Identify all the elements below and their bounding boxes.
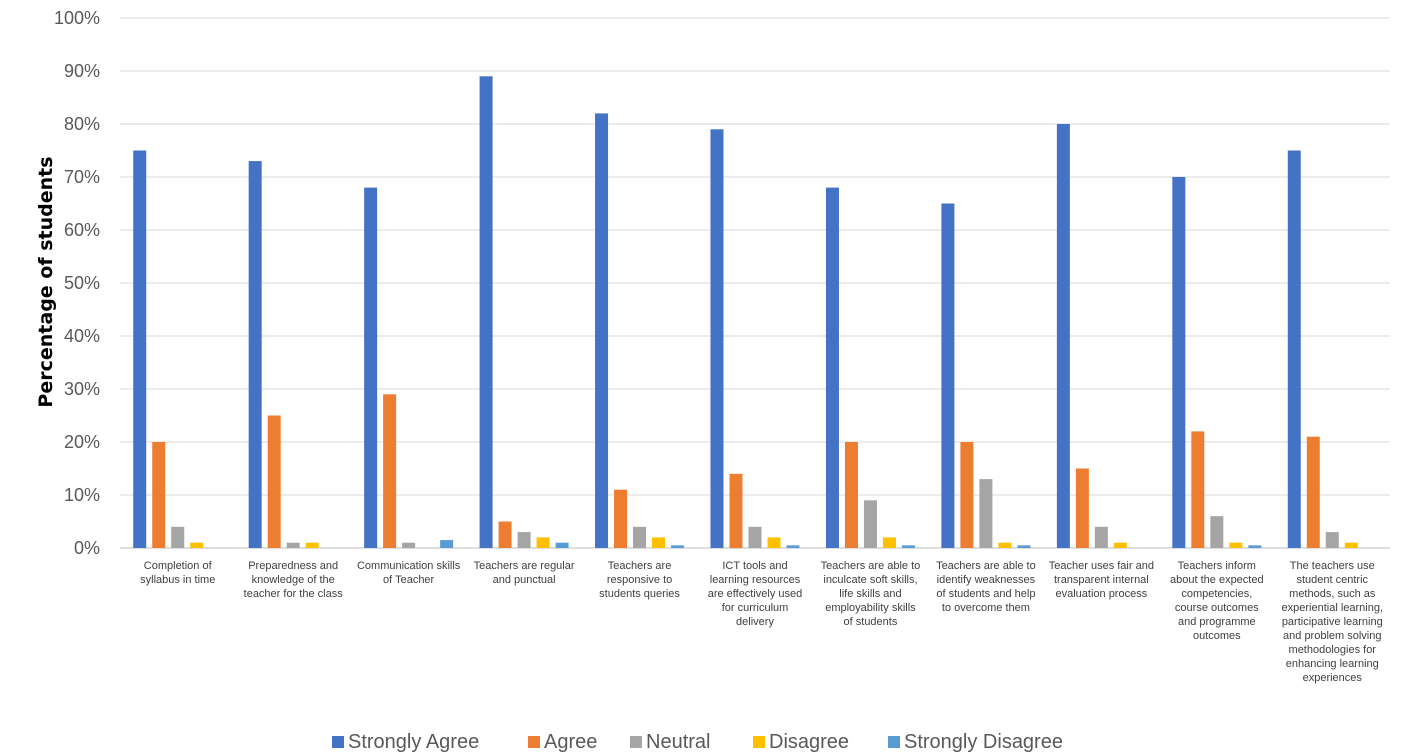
bar-disagree <box>1229 542 1243 548</box>
x-tick-label: The teachers use student centric methods, … <box>1282 560 1384 684</box>
bar-neutral <box>863 500 877 548</box>
bar-agree <box>383 394 397 548</box>
bar-neutral <box>1325 532 1339 548</box>
bar-strongly-disagree <box>440 540 454 548</box>
legend-label: Strongly Disagree <box>904 731 1063 753</box>
x-axis-labels: Completion of syllabus in time Preparednes… <box>140 560 1383 684</box>
bar-strongly-agree <box>133 150 147 548</box>
legend-swatch <box>332 736 344 748</box>
bar-agree <box>844 442 858 548</box>
bar-strongly-agree <box>364 187 378 548</box>
bar-neutral <box>633 526 647 548</box>
legend-label: Disagree <box>769 731 849 753</box>
y-tick-label: 50% <box>64 273 100 293</box>
legend-swatch <box>888 736 900 748</box>
x-tick-label: Teachers are able to inculcate soft skill… <box>821 560 921 628</box>
bar-strongly-disagree <box>1248 545 1262 548</box>
bar-strongly-disagree <box>1017 545 1031 548</box>
y-axis-ticks: 0% 10% 20% 30% 40% 50% 60% 70% 80% 90% 100% <box>54 8 100 558</box>
legend-swatch <box>528 736 540 748</box>
x-tick-label: Teachers are able to identify weaknesses o… <box>936 560 1036 614</box>
bar-strongly-disagree <box>555 542 569 548</box>
x-tick-label: Teachers inform about the expected compete… <box>1170 560 1264 642</box>
x-tick-label: Completion of syllabus in time <box>140 560 215 586</box>
legend-label: Agree <box>544 731 597 753</box>
bar-neutral <box>979 479 993 548</box>
y-tick-label: 80% <box>64 114 100 134</box>
bar-disagree <box>536 537 550 548</box>
bar-agree <box>498 521 512 548</box>
bar-strongly-agree <box>825 187 839 548</box>
bar-strongly-disagree <box>901 545 915 548</box>
y-tick-label: 40% <box>64 326 100 346</box>
bar-disagree <box>998 542 1012 548</box>
x-tick-label: ICT tools and learning resources are effec… <box>708 560 803 628</box>
y-tick-label: 100% <box>54 8 100 28</box>
x-tick-label: Preparedness and knowledge of the teacher … <box>244 560 344 600</box>
bar-strongly-agree <box>479 76 493 549</box>
legend-label: Neutral <box>646 731 710 753</box>
legend-label: Strongly Agree <box>348 731 479 753</box>
legend: Strongly Agree Agree Neutral Disagree Strong… <box>332 731 1063 753</box>
y-tick-label: 30% <box>64 379 100 399</box>
bar-agree <box>1191 431 1205 548</box>
bar-strongly-disagree <box>671 545 685 548</box>
x-tick-label: Teacher uses fair and transparent interna… <box>1049 560 1154 600</box>
y-tick-label: 10% <box>64 485 100 505</box>
bar-strongly-agree <box>1172 177 1186 548</box>
bar-strongly-agree <box>710 129 724 549</box>
gridlines <box>120 17 1390 549</box>
bar-agree <box>960 442 974 548</box>
bar-neutral <box>286 542 300 548</box>
bar-strongly-agree <box>941 203 955 548</box>
bar-strongly-disagree <box>786 545 800 548</box>
bar-agree <box>1075 468 1089 548</box>
bar-strongly-agree <box>1287 150 1301 548</box>
y-axis-label: Percentage of students <box>35 156 57 407</box>
y-tick-label: 70% <box>64 167 100 187</box>
bar-neutral <box>402 542 416 548</box>
bar-disagree <box>767 537 781 548</box>
bars <box>133 76 1358 549</box>
bar-disagree <box>652 537 666 548</box>
bar-strongly-agree <box>1056 124 1070 548</box>
legend-swatch <box>630 736 642 748</box>
y-tick-label: 60% <box>64 220 100 240</box>
bar-neutral <box>1094 526 1108 548</box>
bar-neutral <box>517 532 531 548</box>
x-tick-label: Teachers are responsive to students querie… <box>599 560 680 600</box>
bar-disagree <box>190 542 204 548</box>
bar-strongly-agree <box>595 113 609 549</box>
bar-strongly-agree <box>248 161 262 548</box>
bar-neutral <box>748 526 762 548</box>
y-tick-label: 20% <box>64 432 100 452</box>
bar-agree <box>267 415 281 548</box>
x-tick-label: Teachers are regular and punctual <box>474 560 575 586</box>
bar-disagree <box>882 537 896 548</box>
bar-disagree <box>1113 542 1127 548</box>
bar-neutral <box>1210 516 1224 548</box>
bar-disagree <box>305 542 319 548</box>
bar-agree <box>614 489 628 548</box>
bar-agree <box>152 442 166 548</box>
bar-disagree <box>1344 542 1358 548</box>
legend-swatch <box>753 736 765 748</box>
y-tick-label: 90% <box>64 61 100 81</box>
x-tick-label: Communication skills of Teacher <box>357 560 461 586</box>
bar-neutral <box>171 526 185 548</box>
y-tick-label: 0% <box>74 538 100 558</box>
bar-agree <box>729 473 743 548</box>
bar-agree <box>1306 436 1320 548</box>
